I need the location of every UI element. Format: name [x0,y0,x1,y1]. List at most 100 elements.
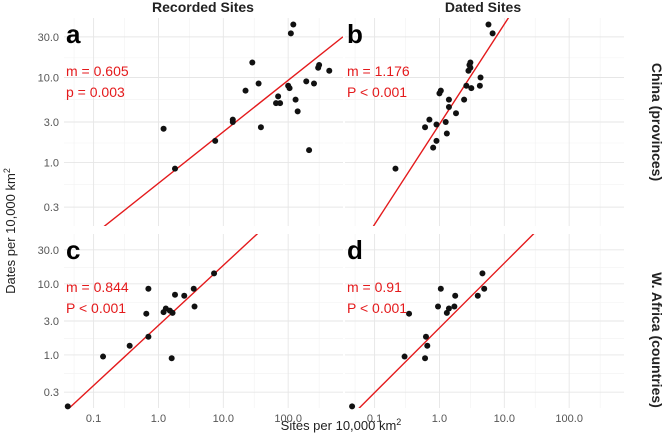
data-point-c-5 [145,333,152,340]
p-value-text-a: p = 0.003 [66,84,125,100]
data-point-d-5 [424,342,431,349]
data-point-d-14 [481,285,488,292]
data-point-b-18 [467,64,474,71]
slope-text-c: m = 0.844 [66,279,129,295]
data-point-c-3 [143,310,150,317]
data-point-a-17 [294,108,301,115]
data-point-b-19 [468,85,475,92]
data-point-b-11 [445,96,452,103]
y-tick-label: 10.0 [38,72,59,84]
x-tick-label: 100.0 [555,413,583,425]
data-point-d-7 [437,285,444,292]
data-point-c-1 [100,353,107,360]
data-point-b-17 [467,59,474,66]
data-point-b-20 [476,82,483,89]
data-point-b-1 [422,124,429,131]
column-title-recorded-sites: Recorded Sites [152,0,254,15]
data-point-a-8 [257,124,264,131]
data-point-b-4 [433,137,440,144]
panel-d: d m = 0.91 P < 0.001 0.1 1.0 10.0 100.0 [345,234,624,425]
slope-text-d: m = 0.91 [347,279,402,295]
x-tick-label: 100.0 [274,413,302,425]
data-point-c-14 [191,303,198,310]
data-point-d-12 [474,292,481,299]
x-tick-label: 10.0 [213,413,234,425]
data-point-b-8 [442,119,449,125]
p-value-text-b: P < 0.001 [347,84,407,100]
row-title-west-africa: W. Africa (countries) [649,272,665,408]
y-axis-title: Dates per 10,000 km2 [2,168,18,294]
y-tick-label: 0.3 [44,202,59,214]
x-tick-label: 0.1 [367,413,382,425]
panel-label-d: d [347,235,363,265]
data-point-c-2 [126,342,133,349]
data-point-b-7 [437,87,444,94]
data-point-b-0 [392,165,399,172]
data-point-d-6 [434,303,441,310]
data-point-a-14 [287,30,294,37]
data-point-d-4 [422,333,429,340]
data-point-a-0 [160,125,167,132]
data-point-b-10 [445,104,452,111]
regression-line [358,234,535,408]
data-point-b-9 [443,130,450,137]
data-point-c-13 [190,285,197,292]
data-point-c-4 [145,285,152,292]
data-point-b-3 [430,144,437,151]
data-point-a-16 [292,96,299,103]
regression-line [372,18,510,226]
x-tick-label: 0.1 [86,413,101,425]
data-point-a-11 [277,100,284,107]
data-point-c-9 [168,355,175,362]
data-point-b-2 [426,116,433,123]
data-point-c-11 [172,291,179,298]
y-tick-label: 10.0 [38,279,59,291]
slope-text-b: m = 1.176 [347,63,410,79]
panel-label-c: c [66,235,80,265]
panel-b: b m = 1.176 P < 0.001 [345,18,624,226]
data-point-a-15 [290,21,297,28]
data-point-d-3 [422,355,429,362]
y-tick-label: 3.0 [44,316,59,328]
regression-line [103,36,343,226]
p-value-text-c: P < 0.001 [66,300,126,316]
x-tick-label: 10.0 [494,413,515,425]
panel-label-b: b [347,19,363,49]
data-point-c-15 [211,270,218,277]
panel-c: c m = 0.844 P < 0.001 0.3 1.0 3.0 10.0 30.0 0.1 1… [38,234,343,425]
y-tick-label: 30.0 [38,32,59,44]
data-point-c-12 [181,292,188,299]
panel-label-a: a [66,19,81,49]
data-point-a-7 [255,80,262,87]
data-point-d-11 [452,292,459,299]
y-tick-label: 1.0 [44,350,59,362]
data-point-b-12 [453,110,460,117]
y-tick-label: 30.0 [38,245,59,257]
y-tick-label: 0.3 [44,387,59,399]
data-point-b-22 [485,21,492,28]
panels: a m = 0.605 p = 0.003 0.3 1.0 3.0 10.0 30.0 b m =… [38,18,624,425]
data-point-d-1 [401,353,408,360]
x-tick-label: 1.0 [432,413,447,425]
data-point-a-23 [326,67,333,74]
data-point-a-5 [242,87,249,94]
data-point-a-4 [229,119,236,125]
data-point-c-0 [64,403,71,410]
data-point-d-13 [479,270,486,277]
data-point-c-10 [169,309,176,316]
data-point-d-9 [445,305,452,312]
data-point-b-13 [461,96,468,103]
data-point-b-14 [463,82,470,89]
data-point-d-2 [406,310,413,317]
data-point-a-1 [172,165,179,172]
column-title-dated-sites: Dated Sites [445,0,521,15]
data-point-a-22 [316,62,323,69]
data-point-a-10 [275,93,282,100]
x-axis-title: Sites per 10,000 km2 [281,417,402,433]
y-tick-label: 1.0 [44,158,59,170]
data-point-b-23 [489,30,496,37]
x-tick-label: 1.0 [151,413,166,425]
data-point-a-19 [306,147,313,154]
p-value-text-d: P < 0.001 [347,300,407,316]
